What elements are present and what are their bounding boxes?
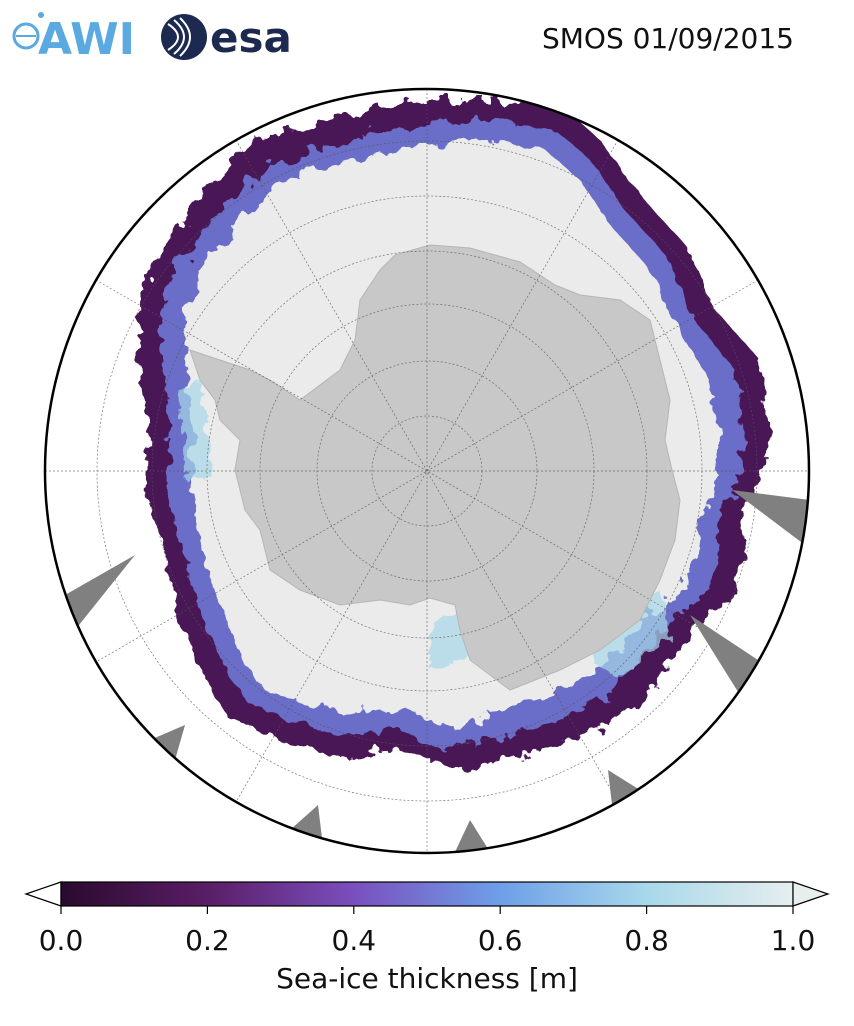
colorbar-tick-label: 0.8 (624, 924, 669, 957)
antarctica (189, 244, 681, 691)
colorbar-tick-label: 1.0 (771, 924, 816, 957)
colorbar-tick-label: 0.2 (185, 924, 230, 957)
header: AWI esa SMOS 01/09/2015 (0, 0, 854, 80)
colorbar-extend-low (24, 881, 62, 907)
graticule (45, 89, 809, 853)
colorbar: 0.0 0.2 0.4 0.6 0.8 1.0 (24, 881, 830, 957)
colorbar-ticks: 0.0 0.2 0.4 0.6 0.8 1.0 (39, 906, 816, 957)
esa-logo: esa (161, 13, 292, 62)
awi-logo: AWI (12, 12, 135, 65)
colorbar-tick-label: 0.6 (478, 924, 523, 957)
map-title: SMOS 01/09/2015 (541, 22, 794, 55)
colorbar-extend-high (792, 881, 830, 907)
colorbar-label: Sea-ice thickness [m] (276, 962, 578, 995)
colorbar-tick-label: 0.0 (39, 924, 84, 957)
awi-logo-text: AWI (38, 14, 135, 65)
esa-logo-text: esa (210, 13, 292, 62)
polar-map (43, 87, 811, 855)
colorbar-tick-label: 0.4 (332, 924, 377, 957)
colorbar-bar (60, 881, 794, 907)
ice-light-patches (180, 380, 670, 680)
map-boundary (43, 87, 811, 855)
